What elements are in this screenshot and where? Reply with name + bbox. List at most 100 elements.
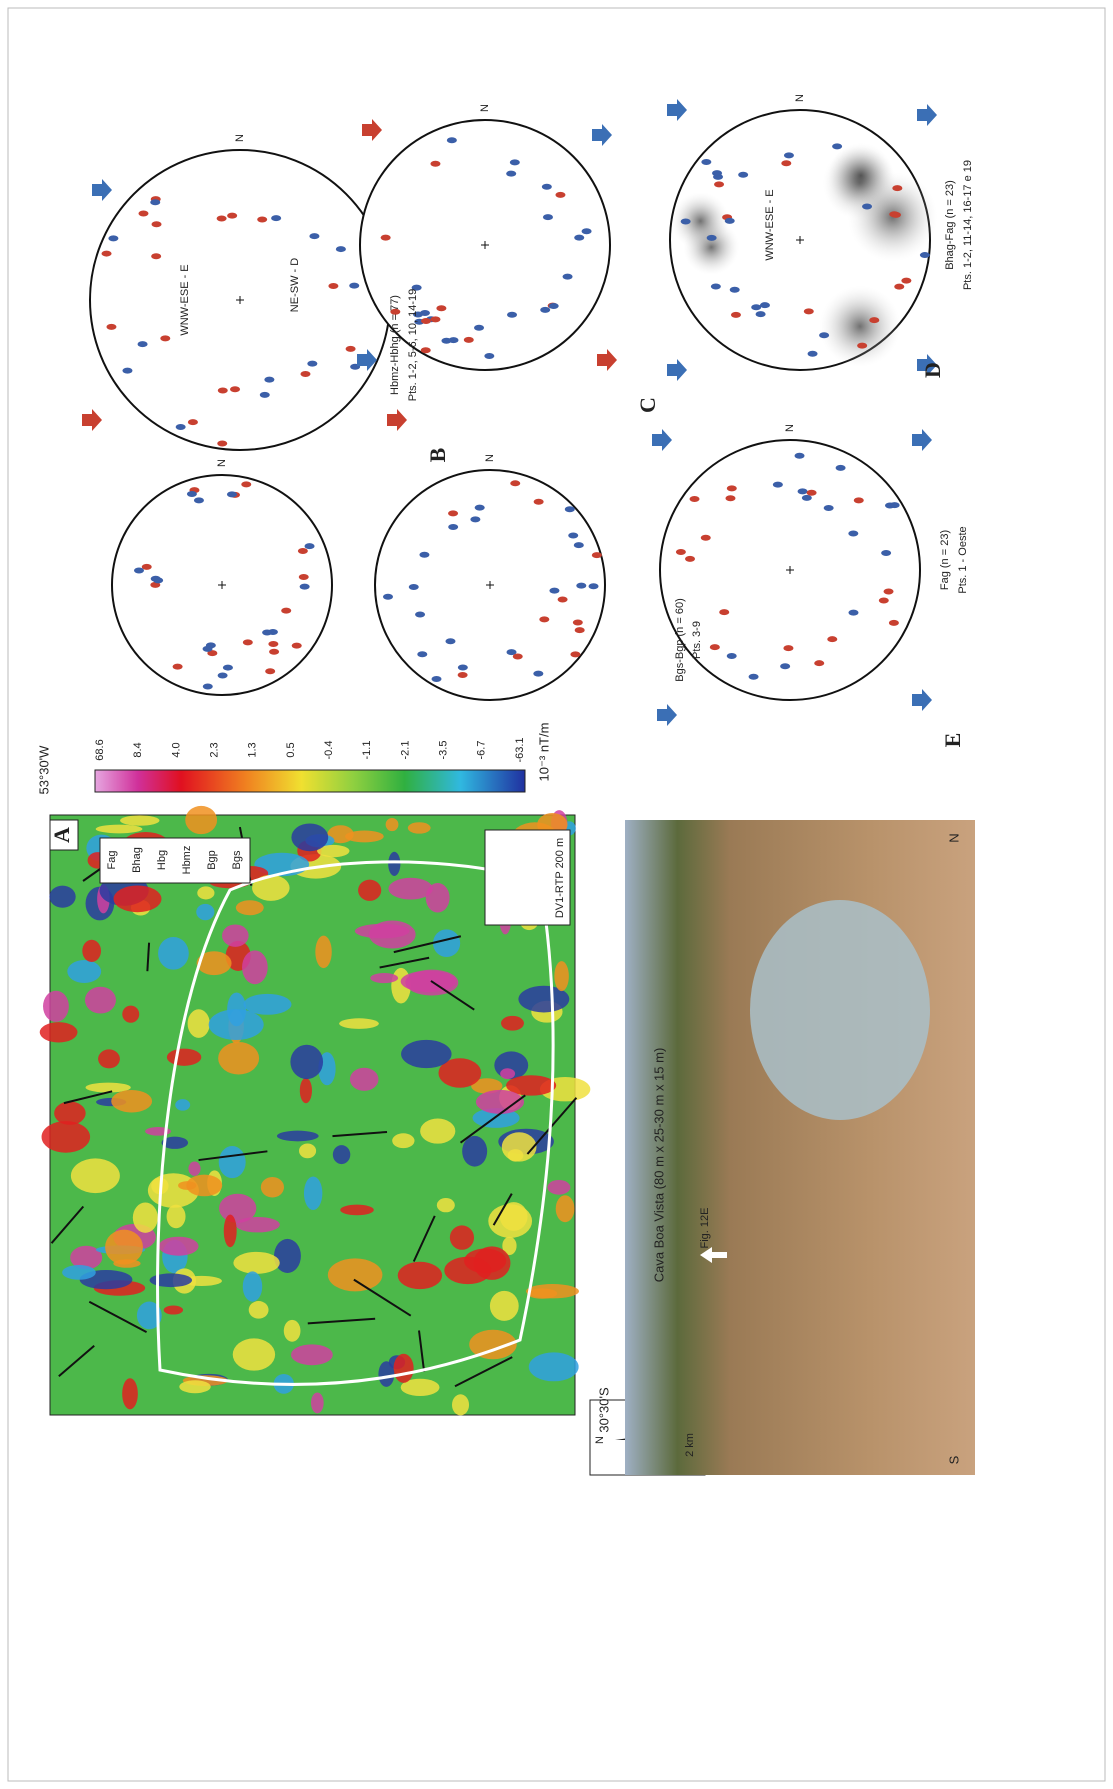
anomaly-blob: [432, 929, 461, 958]
pole-marker: [539, 616, 550, 623]
anomaly-blob: [554, 961, 569, 992]
pole-marker: [299, 583, 310, 590]
caption: Bgs-Bgp (n = 60): [674, 598, 686, 681]
colorbar-label: 4.0: [170, 742, 182, 757]
pole-marker: [150, 199, 161, 206]
anomaly-blob: [274, 1238, 301, 1273]
anomaly-blob: [370, 973, 399, 984]
anomaly-blob: [317, 844, 350, 858]
pole-marker: [857, 342, 868, 349]
pole-marker: [719, 609, 730, 616]
pole-marker: [242, 639, 253, 646]
pole-marker: [890, 211, 901, 218]
pole-marker: [862, 203, 873, 210]
fault-line: [459, 1094, 526, 1144]
pole-marker: [445, 638, 456, 645]
pole-marker: [883, 588, 894, 595]
photo-arrow: [700, 1247, 727, 1263]
anomaly-blob: [111, 1089, 153, 1113]
pole-marker: [506, 649, 517, 656]
anomaly-blob: [166, 1204, 186, 1229]
pole-marker: [307, 360, 318, 367]
anomaly-blob: [136, 1301, 162, 1330]
pole-marker: [436, 305, 447, 312]
pole-marker: [919, 252, 930, 259]
anomaly-blob: [95, 824, 143, 834]
anomaly-blob: [179, 1380, 211, 1394]
pole-marker: [345, 345, 356, 352]
pole-marker: [848, 609, 859, 616]
center-cross: [481, 241, 489, 249]
anomaly-blob: [185, 805, 218, 835]
fault-line: [526, 1097, 578, 1155]
pole-marker: [175, 424, 186, 431]
anomaly-blob: [358, 879, 382, 901]
pole-marker: [216, 215, 227, 222]
fault-line: [393, 935, 462, 954]
stress-arrow: [667, 359, 687, 381]
pole-marker: [700, 534, 711, 541]
pole-marker: [807, 350, 818, 357]
pole-marker: [869, 317, 880, 324]
pole-marker: [512, 653, 523, 660]
pole-marker: [772, 481, 783, 488]
fault-line: [307, 1317, 376, 1325]
anomaly-blob: [518, 985, 570, 1013]
pole-marker: [297, 548, 308, 555]
pole-marker: [150, 575, 161, 582]
anomaly-blob: [397, 1261, 443, 1290]
pole-marker: [814, 660, 825, 667]
longitude-label: 53°30'W: [36, 745, 51, 795]
anomaly-blob: [196, 903, 215, 921]
pole-marker: [533, 498, 544, 505]
pole-marker: [141, 563, 152, 570]
pole-marker: [724, 217, 735, 224]
colorbar-label: -1.1: [361, 741, 373, 760]
anomaly-blob: [451, 1394, 470, 1416]
pole-marker: [222, 664, 233, 671]
pole-marker: [709, 644, 720, 651]
panel-label: C: [635, 397, 660, 413]
panel-label-box: [49, 819, 79, 851]
stress-arrow: [657, 704, 677, 726]
pole-marker: [507, 311, 518, 318]
pole-marker: [570, 651, 581, 658]
pole-marker: [573, 542, 584, 549]
pole-marker: [106, 323, 117, 330]
density-contour: [819, 285, 901, 368]
pole-marker: [160, 335, 171, 342]
stress-arrow: [387, 409, 407, 431]
pole-marker: [726, 653, 737, 660]
pole-marker: [706, 234, 717, 241]
anomaly-blob: [393, 1353, 414, 1383]
pole-marker: [509, 159, 520, 166]
pole-marker: [230, 386, 241, 393]
pole-marker: [463, 336, 474, 343]
anomaly-blob: [547, 1179, 571, 1195]
stress-arrow: [597, 349, 617, 371]
anomaly-blob: [471, 1078, 503, 1094]
pole-marker: [264, 376, 275, 383]
pole-marker: [413, 311, 424, 318]
fault-line: [146, 942, 151, 972]
anomaly-blob: [291, 823, 329, 852]
anomaly-blob: [218, 1041, 260, 1075]
pole-marker: [562, 273, 573, 280]
panel-label: B: [425, 447, 450, 462]
pole-marker: [748, 673, 759, 680]
pole-marker: [415, 611, 426, 618]
center-cross: [218, 581, 226, 589]
pole-marker: [555, 191, 566, 198]
anomaly-blob: [276, 1130, 319, 1142]
pole-marker: [291, 642, 302, 649]
anomaly-blob: [62, 1265, 96, 1280]
anomaly-blob: [82, 939, 102, 962]
pole-marker: [484, 352, 495, 359]
pole-marker: [227, 212, 238, 219]
pole-marker: [380, 234, 391, 241]
pole-marker: [474, 504, 485, 511]
fault-line: [418, 1330, 426, 1372]
anomaly-blob: [67, 960, 102, 983]
pole-marker: [226, 491, 237, 498]
